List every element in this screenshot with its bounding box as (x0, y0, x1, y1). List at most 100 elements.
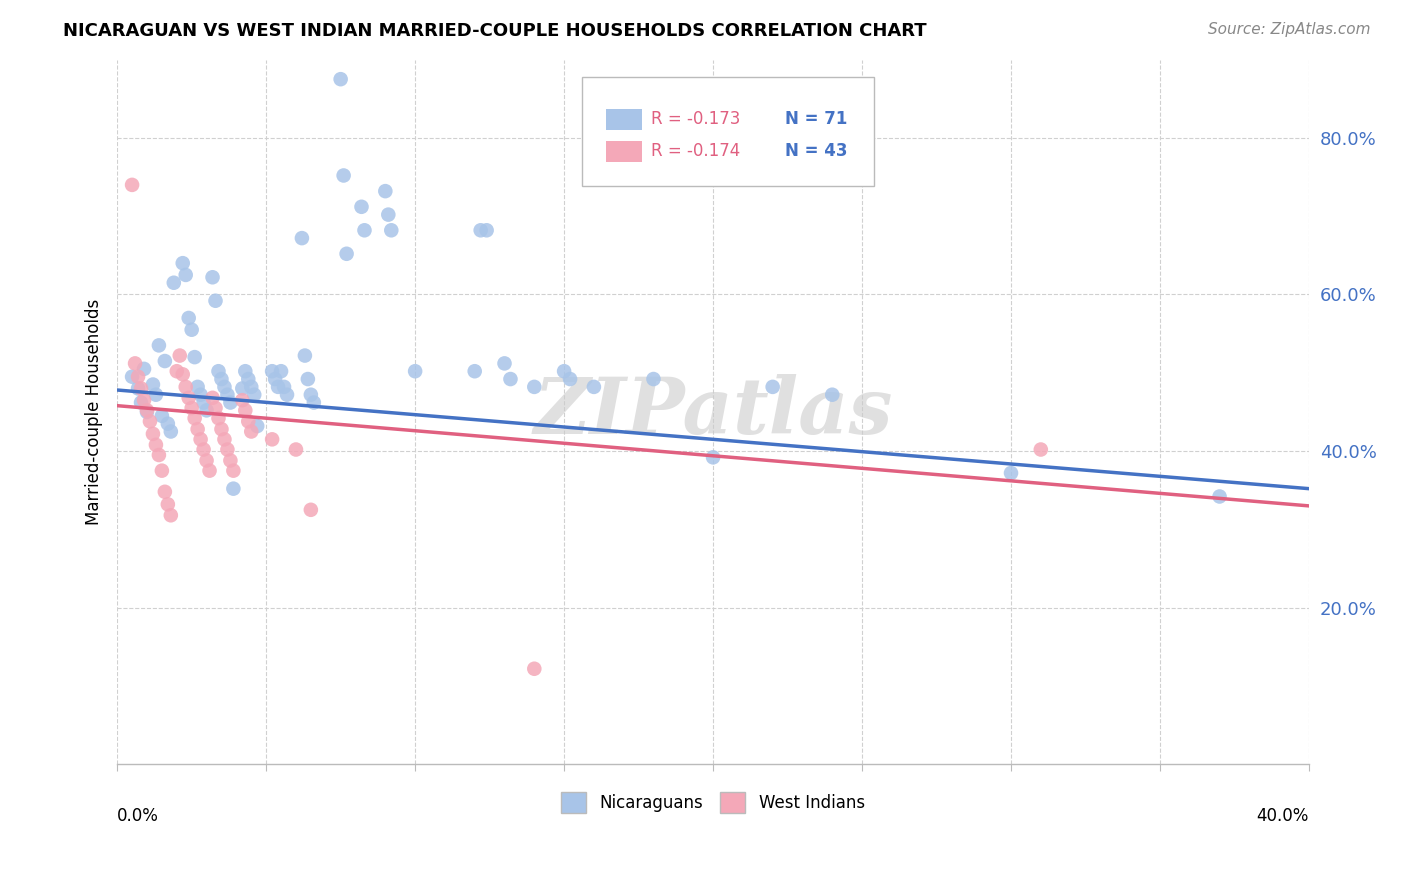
Point (291, 231, 314, 245)
Point (297, 372, 319, 386)
Text: ZIPatlas: ZIPatlas (533, 374, 893, 450)
Point (217, 442, 239, 457)
Point (163, 276, 186, 290)
Point (470, 223, 492, 237)
Point (222, 464, 245, 478)
Point (207, 364, 229, 378)
Point (1208, 490, 1230, 504)
Point (1000, 466, 1022, 480)
Point (643, 372, 665, 386)
Point (159, 425, 181, 439)
Point (180, 401, 202, 415)
Legend: Nicaraguans, West Indians: Nicaraguans, West Indians (555, 786, 872, 820)
Point (172, 256, 194, 270)
Point (276, 387, 298, 401)
Point (219, 395, 242, 409)
Point (145, 387, 167, 401)
Point (762, 380, 785, 394)
Point (243, 387, 266, 401)
Point (174, 268, 197, 282)
Text: Source: ZipAtlas.com: Source: ZipAtlas.com (1208, 22, 1371, 37)
Point (582, 380, 605, 394)
Text: 0.0%: 0.0% (117, 806, 159, 824)
Point (270, 364, 292, 378)
Point (353, 223, 375, 237)
FancyBboxPatch shape (606, 141, 641, 161)
Text: R = -0.174: R = -0.174 (651, 142, 741, 161)
Point (214, 433, 236, 447)
Point (702, 450, 724, 465)
Point (159, 508, 181, 523)
Point (238, 372, 260, 386)
Point (183, 411, 205, 425)
Point (156, 417, 179, 431)
Point (262, 433, 284, 447)
Point (153, 484, 176, 499)
Point (129, 381, 152, 395)
Point (180, 323, 202, 337)
Point (233, 364, 256, 378)
FancyBboxPatch shape (606, 109, 641, 130)
Point (267, 380, 290, 394)
Point (193, 442, 215, 457)
Point (187, 422, 209, 436)
Point (219, 453, 242, 467)
Point (145, 438, 167, 452)
Point (174, 380, 197, 394)
Point (821, 387, 844, 401)
Point (195, 403, 218, 417)
Point (238, 414, 260, 428)
Point (329, 72, 352, 87)
Point (264, 372, 287, 386)
Point (494, 356, 516, 370)
Point (233, 403, 256, 417)
Point (150, 464, 173, 478)
Point (193, 395, 215, 409)
Point (558, 372, 581, 386)
Text: NICARAGUAN VS WEST INDIAN MARRIED-COUPLE HOUSEHOLDS CORRELATION CHART: NICARAGUAN VS WEST INDIAN MARRIED-COUPLE… (63, 22, 927, 40)
Point (190, 433, 212, 447)
Point (240, 380, 263, 394)
Point (240, 425, 263, 439)
Point (404, 364, 426, 378)
Point (523, 380, 546, 394)
Point (204, 401, 226, 415)
Point (302, 395, 325, 409)
Point (377, 208, 399, 222)
Text: N = 43: N = 43 (785, 142, 846, 161)
Point (332, 169, 354, 183)
Point (177, 391, 200, 405)
Point (136, 405, 159, 419)
Point (284, 442, 307, 457)
Point (336, 247, 359, 261)
Point (127, 381, 149, 395)
Point (139, 414, 162, 428)
Point (150, 409, 173, 423)
Point (553, 364, 575, 378)
Point (187, 380, 209, 394)
Point (499, 372, 522, 386)
Point (136, 403, 159, 417)
Point (475, 223, 498, 237)
FancyBboxPatch shape (582, 78, 875, 186)
Point (222, 482, 245, 496)
Point (374, 184, 396, 198)
Point (132, 362, 155, 376)
Point (231, 381, 253, 395)
Point (204, 293, 226, 308)
Point (127, 369, 149, 384)
Point (1029, 442, 1052, 457)
Point (214, 380, 236, 394)
Y-axis label: Married-couple Households: Married-couple Households (86, 299, 103, 525)
Point (166, 364, 188, 378)
Point (148, 338, 170, 352)
Point (464, 364, 486, 378)
Point (169, 349, 191, 363)
Point (294, 349, 316, 363)
Point (172, 368, 194, 382)
Point (201, 270, 224, 285)
Point (350, 200, 373, 214)
Point (177, 310, 200, 325)
Point (124, 356, 146, 370)
Point (121, 369, 143, 384)
